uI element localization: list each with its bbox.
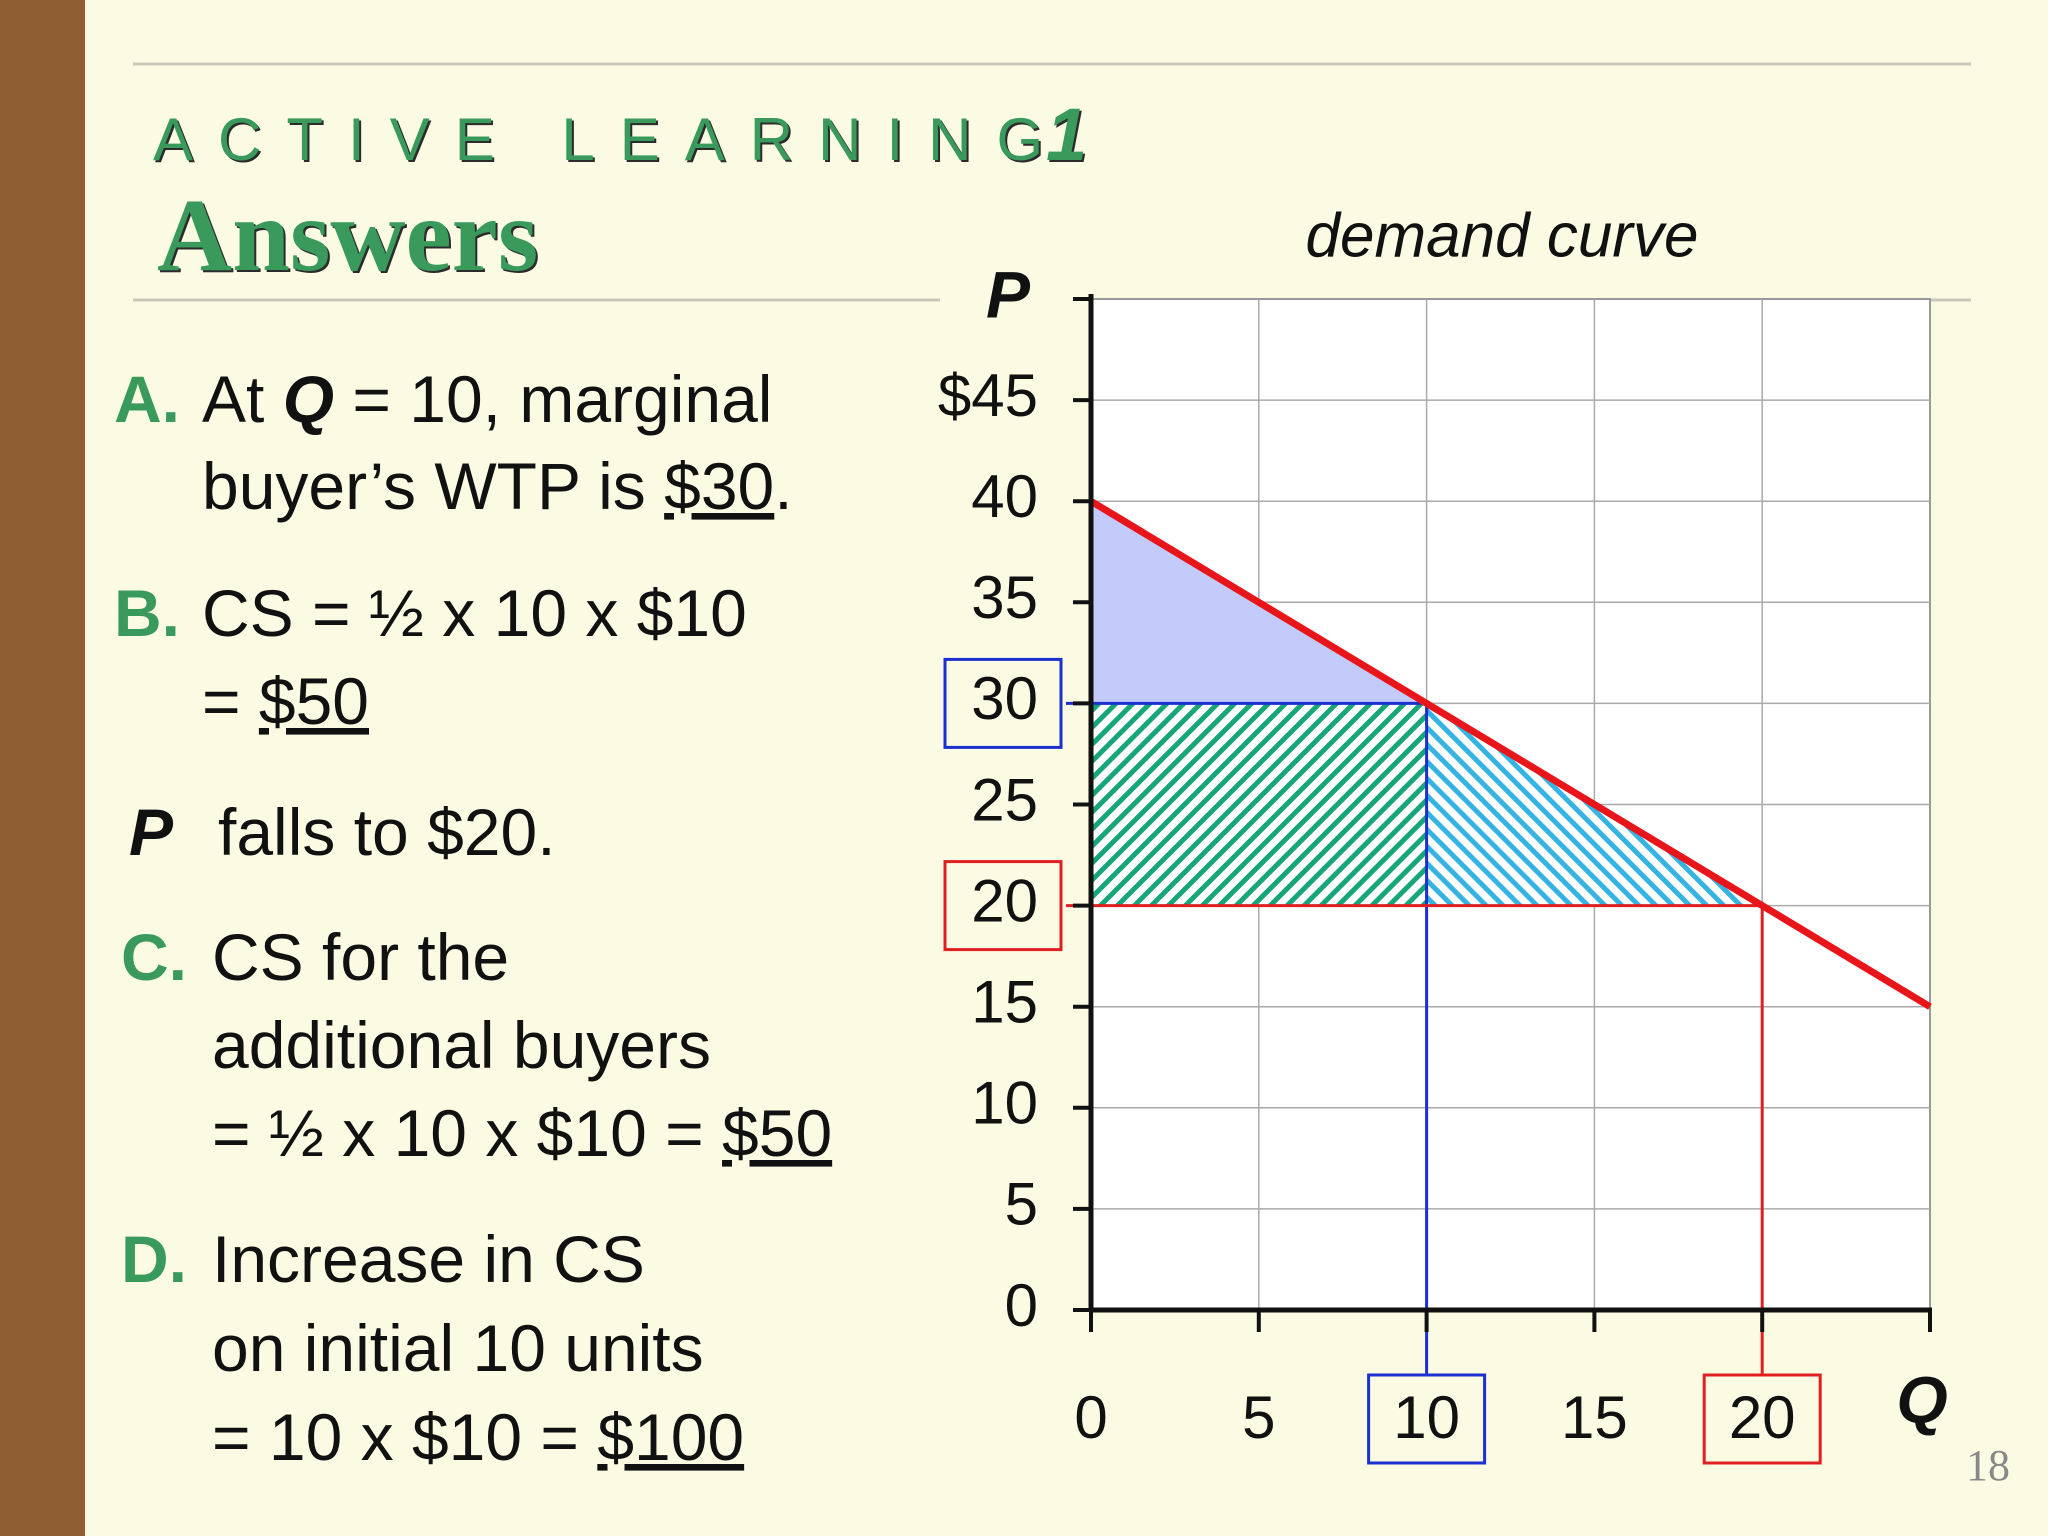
item-line: buyer’s WTP is $30.	[202, 449, 793, 523]
item-line: = 10 x $10 = $100	[212, 1400, 744, 1474]
y-tick-label: 30	[971, 665, 1038, 732]
x-tick-label: 0	[1074, 1384, 1107, 1451]
item-letter: A.	[114, 362, 180, 436]
page-number: 18	[1966, 1441, 2010, 1490]
highlight-box	[1702, 1373, 1822, 1465]
item-letter: B.	[114, 576, 180, 650]
item-letter: C.	[121, 920, 187, 994]
highlight-box	[943, 657, 1063, 749]
x-tick-label: 20	[1729, 1384, 1796, 1451]
item-line: CS = ½ x 10 x $10	[202, 576, 747, 650]
y-tick-label: 10	[971, 1070, 1038, 1137]
demand-line	[1089, 498, 1932, 1010]
chart-title: demand curve	[1306, 201, 1699, 270]
highlight-box	[1367, 1373, 1487, 1465]
highlight-box	[943, 860, 1063, 952]
item-line: = ½ x 10 x $10 = $50	[212, 1096, 832, 1170]
item-line: CS for the	[212, 920, 509, 994]
surplus-gain-rect	[1091, 703, 1427, 906]
y-tick-label: $45	[938, 362, 1038, 429]
item-line: on initial 10 units	[212, 1311, 704, 1385]
subtitle: Answers	[157, 178, 538, 293]
y-tick-label: 35	[971, 564, 1038, 631]
item-line: Increase in CS	[212, 1222, 645, 1296]
x-tick-label: 5	[1242, 1384, 1275, 1451]
y-tick-label: 15	[971, 969, 1038, 1036]
x-tick-label: 10	[1393, 1384, 1460, 1451]
item-line: = $50	[202, 664, 369, 738]
y-tick-label: 0	[1005, 1272, 1038, 1339]
y-axis-label: P	[986, 257, 1031, 331]
y-tick-label: 25	[971, 766, 1038, 833]
side-bar	[0, 0, 85, 1536]
y-tick-label: 20	[971, 867, 1038, 934]
item-letter: D.	[121, 1222, 187, 1296]
x-axis-label: Q	[1896, 1362, 1947, 1436]
header-number: 1	[1046, 93, 1087, 176]
y-tick-label: 5	[1005, 1171, 1038, 1238]
y-tick-label: 40	[971, 463, 1038, 530]
x-tick-label: 15	[1561, 1384, 1628, 1451]
item-line: additional buyers	[212, 1008, 711, 1082]
header: ACTIVE LEARNING	[153, 106, 1068, 173]
item-line: At Q = 10, marginal	[202, 362, 772, 436]
answers: A. At Q = 10, marginal buyer’s WTP is $3…	[114, 362, 832, 1474]
